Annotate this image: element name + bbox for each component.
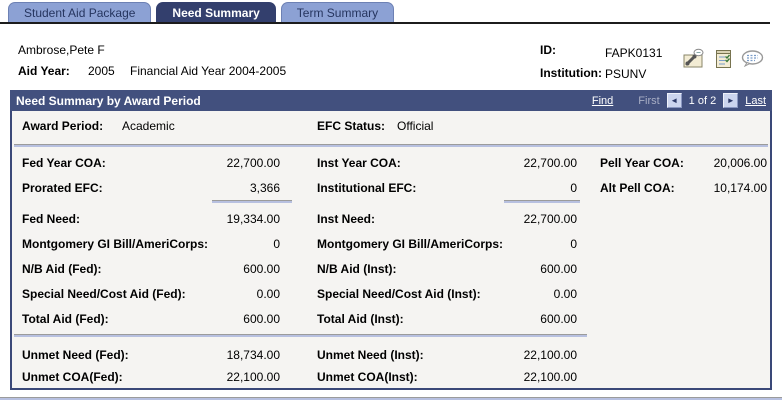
nb-aid-fed-label: N/B Aid (Fed): [22, 262, 102, 276]
previous-row-icon[interactable]: ◄ [666, 93, 682, 108]
institutional-efc-value: 0 [570, 181, 577, 195]
table-row: Special Need/Cost Aid (Fed): 0.00 Specia… [12, 284, 770, 304]
unmet-coa-inst-value: 22,100.00 [523, 370, 577, 384]
prorated-efc-value: 3,366 [249, 181, 280, 195]
alt-pell-coa-label: Alt Pell COA: [600, 181, 675, 195]
unmet-coa-fed-label: Unmet COA(Fed): [22, 370, 123, 384]
panel-body: Award Period: Academic EFC Status: Offic… [10, 111, 772, 390]
tab-bar: Student Aid Package Need Summary Term Su… [8, 2, 395, 23]
montgomery-inst-label: Montgomery GI Bill/AmeriCorps: [317, 237, 504, 251]
unmet-need-inst-value: 22,100.00 [523, 348, 577, 362]
id-value: FAPK0131 [605, 46, 663, 60]
total-aid-fed-label: Total Aid (Fed): [22, 312, 109, 326]
prorated-efc-label: Prorated EFC: [22, 181, 103, 195]
table-row: Unmet Need (Fed): 18,734.00 Unmet Need (… [12, 345, 770, 365]
bottom-separator [0, 397, 782, 400]
institution-value: PSUNV [605, 67, 647, 81]
subtraction-rule-inst [504, 200, 580, 203]
pell-year-coa-value: 20,006.00 [713, 156, 767, 170]
divider-rule-total [14, 334, 587, 337]
table-row: Unmet COA(Fed): 22,100.00 Unmet COA(Inst… [12, 367, 770, 387]
nb-aid-inst-value: 600.00 [540, 262, 577, 276]
first-link[interactable]: First [638, 94, 660, 107]
table-row: Total Aid (Fed): 600.00 Total Aid (Inst)… [12, 309, 770, 329]
pell-year-coa-label: Pell Year COA: [600, 156, 684, 170]
next-row-icon[interactable]: ► [723, 93, 739, 108]
award-period-row: Award Period: Academic EFC Status: Offic… [12, 116, 770, 136]
unmet-need-fed-label: Unmet Need (Fed): [22, 348, 129, 362]
tab-term-summary[interactable]: Term Summary [280, 2, 395, 23]
inst-year-coa-value: 22,700.00 [523, 156, 577, 170]
efc-status-value: Official [397, 119, 434, 133]
institutional-efc-label: Institutional EFC: [317, 181, 417, 195]
award-period-value: Academic [122, 119, 175, 133]
montgomery-fed-label: Montgomery GI Bill/AmeriCorps: [22, 237, 209, 251]
last-link[interactable]: Last [745, 94, 766, 107]
inst-need-value: 22,700.00 [523, 212, 577, 226]
need-summary-panel: Need Summary by Award Period Find First … [10, 90, 772, 390]
aid-year-label: Aid Year: [18, 64, 70, 78]
institution-label: Institution: [540, 66, 602, 80]
unmet-coa-inst-label: Unmet COA(Inst): [317, 370, 418, 384]
total-aid-inst-label: Total Aid (Inst): [317, 312, 404, 326]
aid-year-description: Financial Aid Year 2004-2005 [130, 64, 287, 78]
total-aid-inst-value: 600.00 [540, 312, 577, 326]
table-row: Montgomery GI Bill/AmeriCorps: 0 Montgom… [12, 234, 770, 254]
row-position-indicator: 1 of 2 [688, 94, 717, 107]
special-aid-inst-value: 0.00 [553, 287, 577, 301]
aid-year-value: 2005 [88, 64, 115, 78]
special-aid-fed-value: 0.00 [256, 287, 280, 301]
unmet-need-inst-label: Unmet Need (Inst): [317, 348, 424, 362]
tab-need-summary[interactable]: Need Summary [156, 2, 276, 23]
inst-need-label: Inst Need: [317, 212, 376, 226]
panel-record-nav: Find First ◄ 1 of 2 ► Last [592, 93, 772, 108]
divider-rule-top [14, 144, 768, 147]
table-row: Prorated EFC: 3,366 Institutional EFC: 0… [12, 178, 770, 198]
tab-underline [0, 22, 770, 24]
fed-need-label: Fed Need: [22, 212, 81, 226]
subtraction-rule-fed [212, 200, 292, 203]
fed-year-coa-value: 22,700.00 [226, 156, 280, 170]
special-aid-inst-label: Special Need/Cost Aid (Inst): [317, 287, 481, 301]
phone-memo-icon[interactable] [682, 48, 706, 72]
student-name: Ambrose,Pete F [18, 43, 105, 57]
total-aid-fed-value: 600.00 [243, 312, 280, 326]
fed-need-value: 19,334.00 [226, 212, 280, 226]
special-aid-fed-label: Special Need/Cost Aid (Fed): [22, 287, 186, 301]
find-link[interactable]: Find [591, 94, 614, 107]
comments-icon[interactable] [741, 50, 764, 70]
fed-year-coa-label: Fed Year COA: [22, 156, 106, 170]
montgomery-fed-value: 0 [273, 237, 280, 251]
nb-aid-fed-value: 600.00 [243, 262, 280, 276]
montgomery-inst-value: 0 [570, 237, 577, 251]
panel-header-bar: Need Summary by Award Period Find First … [10, 90, 772, 111]
id-label: ID: [540, 43, 556, 57]
alt-pell-coa-value: 10,174.00 [713, 181, 767, 195]
header-action-icons [682, 48, 764, 72]
efc-status-label: EFC Status: [317, 119, 386, 133]
table-row: Fed Year COA: 22,700.00 Inst Year COA: 2… [12, 153, 770, 173]
table-row: N/B Aid (Fed): 600.00 N/B Aid (Inst): 60… [12, 259, 770, 279]
unmet-coa-fed-value: 22,100.00 [226, 370, 280, 384]
inst-year-coa-label: Inst Year COA: [317, 156, 401, 170]
unmet-need-fed-value: 18,734.00 [226, 348, 280, 362]
table-row: Fed Need: 19,334.00 Inst Need: 22,700.00 [12, 209, 770, 229]
award-period-label: Award Period: [22, 119, 104, 133]
notepad-icon[interactable] [715, 48, 732, 72]
tab-student-aid-package[interactable]: Student Aid Package [8, 2, 152, 23]
nb-aid-inst-label: N/B Aid (Inst): [317, 262, 397, 276]
panel-title: Need Summary by Award Period [16, 93, 201, 108]
